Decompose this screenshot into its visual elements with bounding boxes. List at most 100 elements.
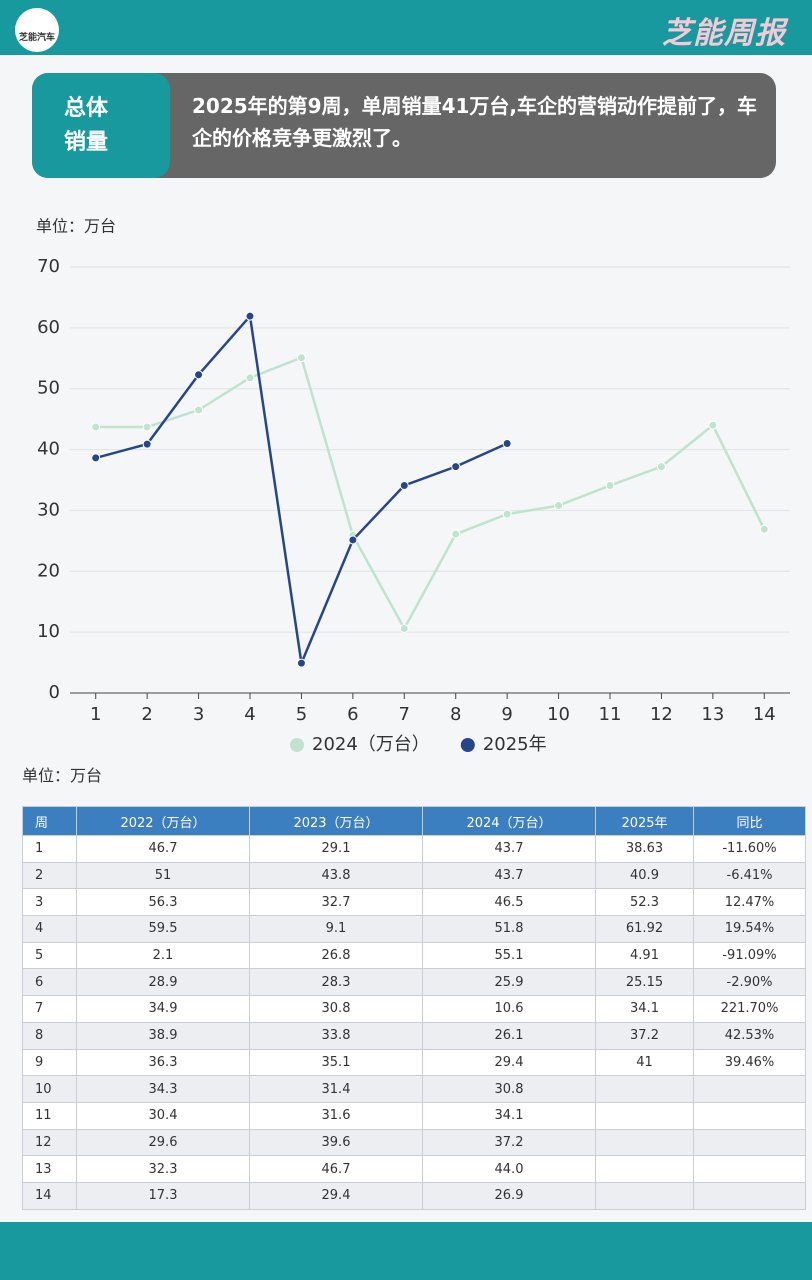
y-tick-label: 10 <box>37 621 60 642</box>
logo: 芝能汽车 <box>15 8 59 52</box>
data-point <box>245 373 255 383</box>
table-row: 6 28.9 28.3 25.9 25.15 -2.90% <box>22 968 806 997</box>
data-point <box>502 438 512 448</box>
x-tick-label: 8 <box>450 704 461 725</box>
table-cell: 14 <box>22 1181 77 1210</box>
table-cell: 52.3 <box>595 888 694 917</box>
table-cell <box>595 1075 694 1103</box>
table-row: 10 34.3 31.4 30.8 <box>22 1075 806 1103</box>
table-row: 12 29.6 39.6 37.2 <box>22 1128 806 1157</box>
table-cell: 34.1 <box>422 1101 596 1130</box>
x-tick-label: 7 <box>399 704 410 725</box>
x-tick-label: 10 <box>547 704 570 725</box>
table-cell: 51 <box>76 861 250 890</box>
x-tick-label: 2 <box>141 704 152 725</box>
table-cell: 39.6 <box>249 1128 423 1157</box>
table-cell: 3 <box>22 888 77 917</box>
unit-label: 单位：万台 <box>36 217 116 236</box>
table-row: 1 46.7 29.1 43.7 38.63 -11.60% <box>22 835 806 863</box>
legend-label: 2024（万台） <box>312 734 430 755</box>
legend-swatch <box>460 738 475 752</box>
x-tick-label: 4 <box>244 704 255 725</box>
y-tick-label: 40 <box>37 439 60 460</box>
table-cell: 34.3 <box>76 1075 250 1103</box>
banner-label-line: 销量 <box>64 129 109 155</box>
x-tick-label: 13 <box>701 704 724 725</box>
data-point <box>759 524 769 534</box>
data-point <box>296 353 306 363</box>
y-tick-label: 0 <box>49 682 60 703</box>
table-row: 2 51 43.8 43.7 40.9 -6.41% <box>22 861 806 890</box>
brand: 芝能周报 <box>662 16 786 51</box>
table-cell: 61.92 <box>595 915 694 943</box>
x-tick-label: 9 <box>501 704 512 725</box>
data-point <box>502 509 512 519</box>
table-row: 5 2.1 26.8 55.1 4.91 -91.09% <box>22 941 806 970</box>
data-point <box>554 501 564 511</box>
table-cell: 34.9 <box>76 995 250 1023</box>
table-cell: 31.6 <box>249 1101 423 1130</box>
table-cell: 5 <box>22 941 77 970</box>
table-cell: 42.53% <box>693 1021 806 1050</box>
table-unit: 单位：万台 <box>22 766 103 785</box>
data-point <box>451 529 461 539</box>
banner-label: 总体 销量 <box>32 73 170 178</box>
table-cell: 28.9 <box>76 968 250 997</box>
y-tick-label: 20 <box>37 560 60 581</box>
table-cell: 8 <box>22 1021 77 1050</box>
table-cell: 38.63 <box>595 835 694 863</box>
table-cell <box>693 1181 806 1210</box>
table-cell: 4 <box>22 915 77 943</box>
table-cell: 6 <box>22 968 77 997</box>
table-cell: 32.7 <box>249 888 423 917</box>
data-point <box>451 462 461 472</box>
table-cell: 25.9 <box>422 968 596 997</box>
table-cell: 28.3 <box>249 968 423 997</box>
table-cell: 43.7 <box>422 861 596 890</box>
table-cell: 10 <box>22 1075 77 1103</box>
table-cell: 29.1 <box>249 835 423 863</box>
table-cell: 26.1 <box>422 1021 596 1050</box>
data-point <box>194 405 204 415</box>
table-cell: 30.8 <box>249 995 423 1023</box>
column-header: 2022（万台） <box>76 806 250 836</box>
table-cell: 19.54% <box>693 915 806 943</box>
column-header: 2025年 <box>595 806 694 836</box>
table-cell <box>693 1128 806 1157</box>
table-cell: 44.0 <box>422 1155 596 1183</box>
y-tick-label: 60 <box>37 317 60 338</box>
data-point <box>142 439 152 449</box>
table-cell: 43.7 <box>422 835 596 863</box>
table-cell: -6.41% <box>693 861 806 890</box>
table-cell <box>595 1101 694 1130</box>
table-cell <box>595 1155 694 1183</box>
data-point <box>91 453 101 463</box>
data-point <box>91 422 101 432</box>
table-row: 4 59.5 9.1 51.8 61.92 19.54% <box>22 915 806 943</box>
table-row: 11 30.4 31.6 34.1 <box>22 1101 806 1130</box>
table-cell: 29.4 <box>249 1181 423 1210</box>
data-table: 周 2022（万台） 2023（万台） 2024（万台） 2025年 同比 1 46.7 29.… <box>22 806 806 1210</box>
y-tick-label: 70 <box>37 256 60 277</box>
column-header: 2024（万台） <box>422 806 596 836</box>
table-cell <box>693 1101 806 1130</box>
x-tick-label: 1 <box>90 704 101 725</box>
table-cell: 4.91 <box>595 941 694 970</box>
x-tick-label: 3 <box>193 704 204 725</box>
data-point <box>245 311 255 321</box>
table-cell: 7 <box>22 995 77 1023</box>
data-point <box>399 623 409 633</box>
series-line <box>95 313 508 668</box>
x-tick-label: 5 <box>296 704 307 725</box>
table-cell: 11 <box>22 1101 77 1130</box>
table-cell: 41 <box>595 1048 694 1077</box>
banner-text: 2025年的第9周，单周销量41万台,车企的营销动作提前了，车企的价格竞争更激烈… <box>192 94 758 150</box>
table-cell: 30.4 <box>76 1101 250 1130</box>
table-cell: 59.5 <box>76 915 250 943</box>
table-row: 3 56.3 32.7 46.5 52.3 12.47% <box>22 888 806 917</box>
table-cell: 221.70% <box>693 995 806 1023</box>
table-cell: 55.1 <box>422 941 596 970</box>
table-row: 7 34.9 30.8 10.6 34.1 221.70% <box>22 995 806 1023</box>
table-cell: 46.7 <box>76 835 250 863</box>
bottom-bar <box>0 1222 812 1280</box>
